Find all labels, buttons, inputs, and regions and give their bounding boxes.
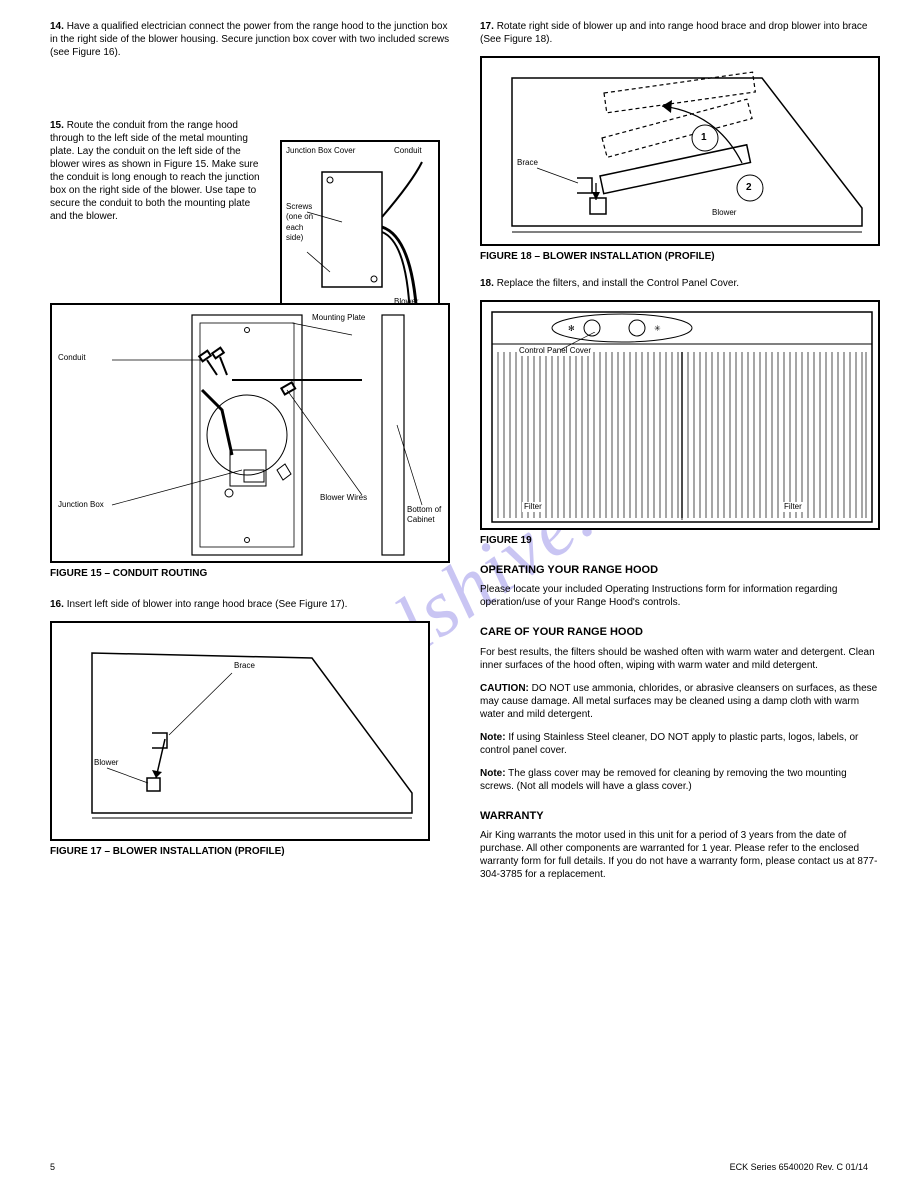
step-16-body: Insert left side of blower into range ho… bbox=[67, 599, 348, 610]
operating-heading: OPERATING YOUR RANGE HOOD bbox=[480, 563, 880, 577]
step-16: 16. Insert left side of blower into rang… bbox=[50, 598, 450, 611]
note1-text: If using Stainless Steel cleaner, DO NOT… bbox=[480, 732, 858, 756]
figure-18-svg bbox=[482, 58, 880, 246]
figure-17-frame: Brace Blower bbox=[50, 621, 430, 841]
manual-page: manualshive.com 14. Have a qualified ele… bbox=[0, 0, 918, 1188]
warranty-heading: WARRANTY bbox=[480, 809, 880, 823]
right-column: 17. Rotate right side of blower up and i… bbox=[480, 20, 880, 891]
figure-15-caption: FIGURE 15 – CONDUIT ROUTING bbox=[50, 567, 450, 580]
footer-page-number: 5 bbox=[50, 1162, 55, 1174]
fig15-label-blowerwires: Blower Wires bbox=[320, 493, 380, 503]
figure-15-block: Conduit Junction Box Mounting Plate Blow… bbox=[50, 303, 450, 580]
fig16-label-screws: Screws (one on each side) bbox=[286, 202, 321, 244]
svg-text:✳: ✳ bbox=[654, 324, 661, 333]
fig18-label-brace: Brace bbox=[517, 158, 557, 168]
step-17-number: 17. bbox=[480, 21, 494, 32]
figure-19-caption: FIGURE 19 bbox=[480, 534, 880, 547]
note2-label: Note: bbox=[480, 768, 506, 779]
figure-16-frame: Junction Box Cover Screws (one on each s… bbox=[280, 140, 440, 320]
caution-label: CAUTION: bbox=[480, 683, 529, 694]
figure-19-frame: ✻ ✳ bbox=[480, 300, 880, 530]
caution-text: DO NOT use ammonia, chlorides, or abrasi… bbox=[480, 683, 877, 720]
left-column: 14. Have a qualified electrician connect… bbox=[50, 20, 450, 858]
fig18-label-blower: Blower bbox=[712, 208, 736, 218]
fig19-grille bbox=[494, 352, 870, 518]
figure-15-frame: Conduit Junction Box Mounting Plate Blow… bbox=[50, 303, 450, 563]
fig15-label-conduit: Conduit bbox=[58, 353, 113, 363]
step-14-body: Have a qualified electrician connect the… bbox=[50, 21, 449, 58]
figure-18-caption: FIGURE 18 – BLOWER INSTALLATION (PROFILE… bbox=[480, 250, 880, 263]
step-15-number: 15. bbox=[50, 120, 64, 131]
care-text: For best results, the filters should be … bbox=[480, 646, 880, 672]
note1-label: Note: bbox=[480, 732, 506, 743]
fig15-label-mounting: Mounting Plate bbox=[312, 313, 382, 323]
note2-block: Note: The glass cover may be removed for… bbox=[480, 767, 880, 793]
figure-15-svg bbox=[52, 305, 450, 563]
note1-block: Note: If using Stainless Steel cleaner, … bbox=[480, 731, 880, 757]
step-15: 15. Route the conduit from the range hoo… bbox=[50, 119, 260, 223]
fig19-label-filter1: Filter bbox=[522, 502, 544, 512]
step-15-body: Route the conduit from the range hood th… bbox=[50, 120, 260, 222]
fig16-label-cover: Junction Box Cover bbox=[286, 146, 356, 156]
step-14: 14. Have a qualified electrician connect… bbox=[50, 20, 450, 59]
figure-17-block: Brace Blower FIGURE 17 – BLOWER INSTALLA… bbox=[50, 621, 450, 858]
figure-19-block: ✻ ✳ bbox=[480, 300, 880, 547]
note2-text: The glass cover may be removed for clean… bbox=[480, 768, 847, 792]
step-17: 17. Rotate right side of blower up and i… bbox=[480, 20, 880, 46]
fig15-label-junction: Junction Box bbox=[58, 500, 118, 510]
figure-18-frame: Brace 1 2 Blower bbox=[480, 56, 880, 246]
fig18-label-step1: 1 bbox=[701, 131, 707, 144]
warranty-text: Air King warrants the motor used in this… bbox=[480, 829, 880, 881]
fig15-label-cabinet: Bottom of Cabinet bbox=[407, 505, 447, 526]
figure-17-svg bbox=[52, 623, 430, 841]
step-18-body: Replace the filters, and install the Con… bbox=[497, 278, 739, 289]
figure-17-caption: FIGURE 17 – BLOWER INSTALLATION (PROFILE… bbox=[50, 845, 450, 858]
fig16-label-conduit: Conduit bbox=[394, 146, 439, 156]
caution-block: CAUTION: DO NOT use ammonia, chlorides, … bbox=[480, 682, 880, 721]
step-18: 18. Replace the filters, and install the… bbox=[480, 277, 880, 290]
fig17-label-brace: Brace bbox=[234, 661, 255, 671]
step-16-number: 16. bbox=[50, 599, 64, 610]
fig18-label-step2: 2 bbox=[746, 181, 752, 194]
step-17-body: Rotate right side of blower up and into … bbox=[480, 21, 867, 45]
step-18-number: 18. bbox=[480, 278, 494, 289]
operating-text: Please locate your included Operating In… bbox=[480, 583, 880, 609]
figure-18-block: Brace 1 2 Blower FIGURE 18 – BLOWER INST… bbox=[480, 56, 880, 263]
fig19-label-filter2: Filter bbox=[782, 502, 804, 512]
care-heading: CARE OF YOUR RANGE HOOD bbox=[480, 625, 880, 639]
page-footer: 5 ECK Series 6540020 Rev. C 01/14 bbox=[50, 1162, 868, 1174]
fig17-label-blower: Blower bbox=[94, 758, 134, 768]
step-14-number: 14. bbox=[50, 21, 64, 32]
footer-doc-info: ECK Series 6540020 Rev. C 01/14 bbox=[730, 1162, 868, 1174]
